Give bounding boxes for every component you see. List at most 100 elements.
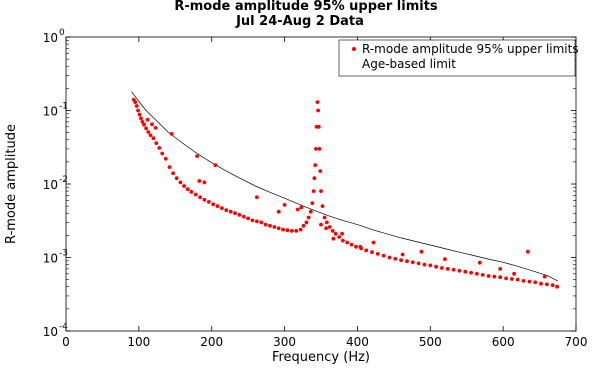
upper-limit-point xyxy=(457,268,462,273)
legend-box xyxy=(338,39,576,77)
age-based-limit-line xyxy=(131,91,558,282)
upper-limit-point xyxy=(148,133,153,138)
upper-limit-point xyxy=(399,258,403,263)
upper-limit-point xyxy=(428,263,433,268)
upper-limit-point xyxy=(331,236,336,241)
x-tick-label: 400 xyxy=(346,335,369,349)
x-tick-label: 500 xyxy=(419,335,442,349)
upper-limit-point xyxy=(185,187,190,192)
upper-limit-point xyxy=(469,270,473,275)
upper-limit-point xyxy=(250,218,255,223)
upper-limit-point xyxy=(281,227,285,232)
upper-limit-point xyxy=(319,189,323,194)
upper-limit-point xyxy=(327,225,332,229)
upper-limit-point xyxy=(375,252,380,256)
upper-limit-point xyxy=(154,141,159,146)
upper-limit-point xyxy=(480,273,485,277)
upper-limit-point xyxy=(198,195,203,200)
y-tick-exponent: -2 xyxy=(59,175,68,185)
upper-limit-point xyxy=(317,147,322,151)
upper-limit-point xyxy=(515,277,520,282)
upper-limit-point xyxy=(477,260,482,265)
upper-limit-point xyxy=(324,226,328,231)
upper-limit-point xyxy=(136,108,141,113)
chart-subtitle: Jul 24-Aug 2 Data xyxy=(235,14,364,29)
upper-limit-point xyxy=(550,283,555,288)
upper-limit-point xyxy=(312,176,317,181)
upper-limit-point xyxy=(299,205,304,210)
upper-limit-point xyxy=(393,256,398,261)
x-tick-label: 200 xyxy=(200,335,223,349)
upper-limit-point xyxy=(139,116,143,121)
y-tick-exponent: -1 xyxy=(59,102,68,112)
upper-limit-point xyxy=(358,244,363,249)
upper-limit-point xyxy=(304,220,309,225)
upper-limit-point xyxy=(263,222,268,227)
upper-limit-point xyxy=(144,126,149,131)
upper-limit-point xyxy=(294,229,299,233)
x-axis-label: Frequency (Hz) xyxy=(272,350,370,365)
upper-limit-point xyxy=(451,267,456,272)
upper-limit-point xyxy=(285,228,290,233)
upper-limit-point xyxy=(202,180,207,185)
upper-limit-point xyxy=(330,229,335,233)
upper-limit-point xyxy=(202,197,207,202)
y-tick-label: 10 xyxy=(43,325,58,339)
y-axis-label: R-mode amplitude xyxy=(4,124,19,244)
upper-limit-point xyxy=(337,235,342,239)
x-tick-label: 100 xyxy=(127,335,150,349)
upper-limit-point xyxy=(167,165,172,170)
upper-limit-point xyxy=(354,244,358,249)
upper-limit-point xyxy=(545,282,549,287)
x-tick-label: 300 xyxy=(273,335,296,349)
upper-limit-point xyxy=(174,176,179,181)
y-tick-exponent: -3 xyxy=(59,249,68,259)
plot-area xyxy=(65,36,577,332)
upper-limit-point xyxy=(233,211,237,216)
upper-limit-point xyxy=(498,275,503,280)
upper-limit-point xyxy=(197,179,202,183)
upper-limit-point xyxy=(341,238,345,243)
upper-limit-point xyxy=(324,220,329,225)
upper-limit-point xyxy=(542,274,547,279)
upper-limit-point xyxy=(153,126,158,130)
upper-limit-point xyxy=(311,189,316,194)
upper-limit-point xyxy=(504,276,508,281)
upper-limit-point xyxy=(276,226,281,231)
y-tick-label: 10 xyxy=(43,178,58,192)
upper-limit-point xyxy=(322,215,327,220)
upper-limit-point xyxy=(314,147,318,151)
upper-limit-point xyxy=(463,269,468,274)
upper-limit-point xyxy=(440,266,444,270)
upper-limit-point xyxy=(340,231,344,236)
upper-limit-point xyxy=(255,219,259,224)
upper-limit-point xyxy=(445,267,450,271)
upper-limit-point xyxy=(276,209,281,214)
y-tick-label: 10 xyxy=(43,31,58,45)
upper-limit-point xyxy=(211,202,216,207)
upper-limit-point xyxy=(182,184,186,188)
upper-limit-point xyxy=(492,274,497,279)
upper-limit-point xyxy=(146,130,151,134)
upper-limit-point xyxy=(316,124,321,129)
upper-limit-point xyxy=(160,151,165,156)
y-tick-label: 10 xyxy=(43,252,58,266)
upper-limit-point xyxy=(308,209,313,214)
upper-limit-point xyxy=(410,260,415,265)
upper-limit-point xyxy=(434,264,438,269)
upper-limit-point xyxy=(178,180,183,185)
y-tick-label: 10 xyxy=(43,105,58,119)
upper-limit-point xyxy=(318,169,323,174)
upper-limit-point xyxy=(295,207,300,212)
upper-limit-point xyxy=(333,231,338,236)
upper-limit-point xyxy=(364,248,369,253)
upper-limit-point xyxy=(319,222,323,227)
upper-limit-point xyxy=(206,200,211,204)
upper-limit-point xyxy=(313,163,318,168)
x-tick-label: 600 xyxy=(492,335,515,349)
y-tick-exponent: -4 xyxy=(59,322,68,332)
upper-limit-point xyxy=(140,120,145,124)
upper-limit-point xyxy=(150,122,154,127)
